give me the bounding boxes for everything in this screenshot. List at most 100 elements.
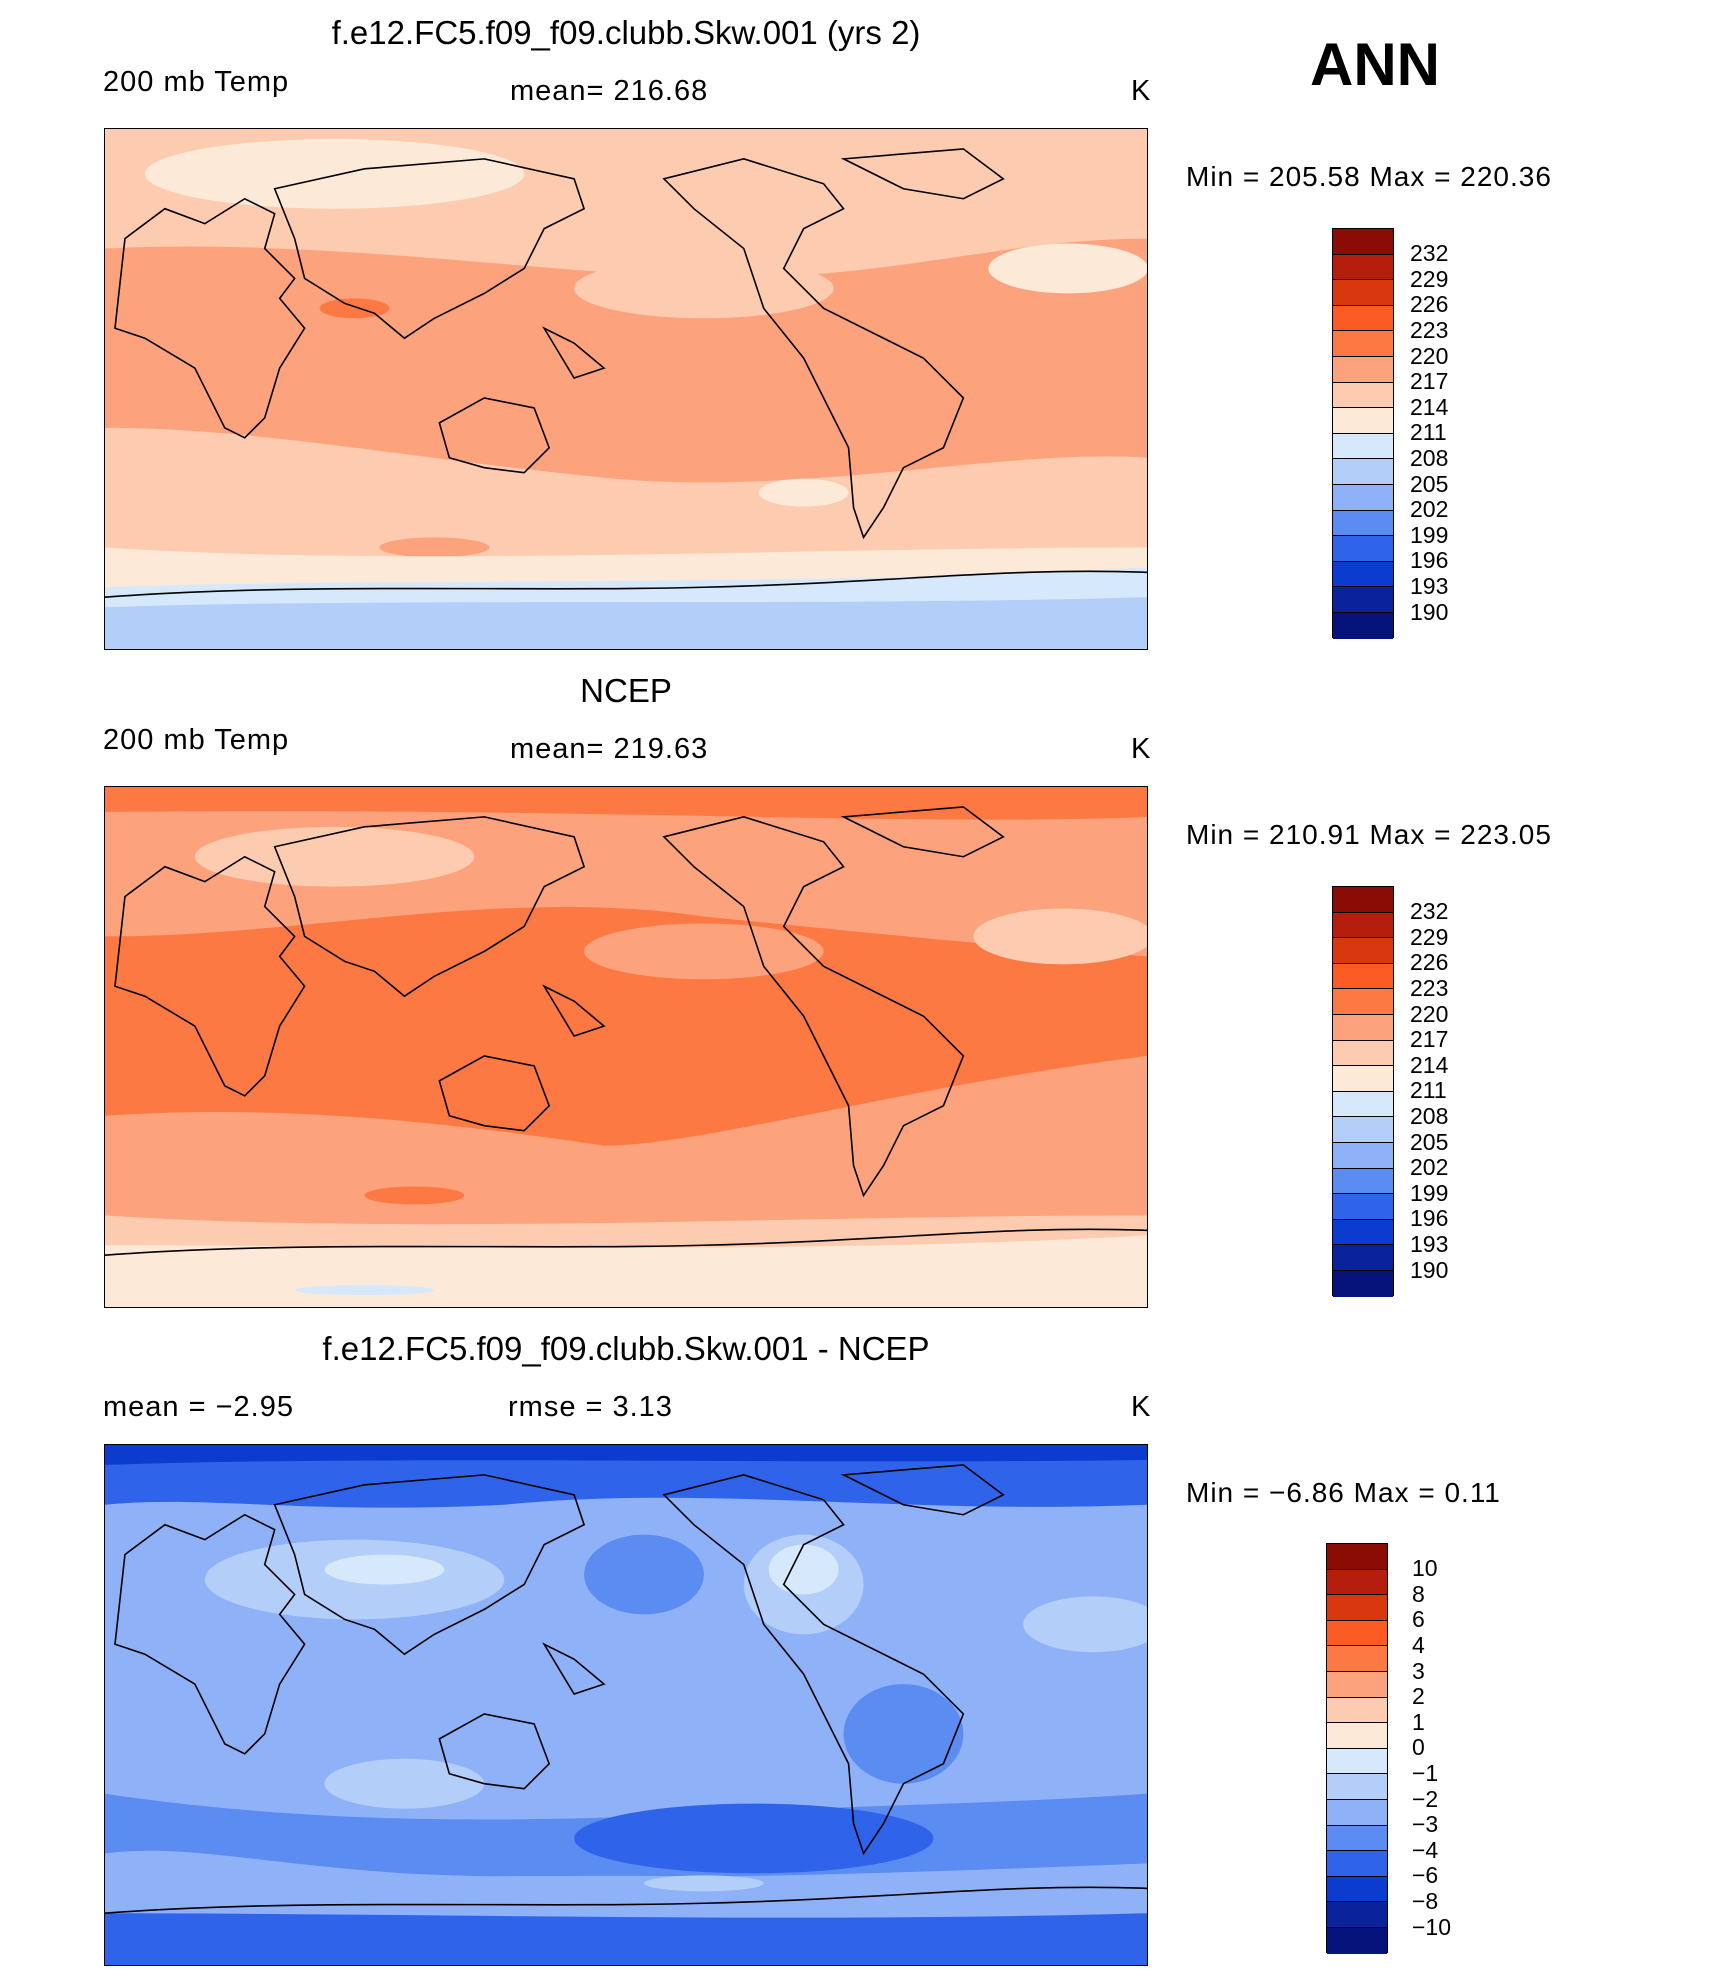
colorbar-swatch [1333, 912, 1393, 939]
colorbar-label: 193 [1410, 572, 1449, 599]
colorbar-swatch [1333, 938, 1393, 964]
colorbar-swatch [1333, 382, 1393, 409]
colorbar-swatch [1327, 1851, 1387, 1877]
colorbar-swatch [1327, 1902, 1387, 1928]
colorbar-swatch [1333, 989, 1393, 1015]
colorbar-swatch [1333, 1194, 1393, 1220]
colorbar-label: 8 [1412, 1580, 1425, 1607]
map-model [104, 128, 1148, 650]
colorbar-label: 226 [1410, 291, 1449, 318]
colorbar-swatch [1333, 1245, 1393, 1271]
colorbar-swatch [1333, 587, 1393, 613]
colorbar-label: 223 [1410, 316, 1449, 343]
colorbar-swatch [1327, 1620, 1387, 1647]
colorbar-label: 202 [1410, 1154, 1449, 1181]
colorbar-label: 190 [1410, 598, 1449, 625]
center-label: mean= 216.68 [510, 75, 709, 107]
colorbar-label: 2 [1412, 1683, 1425, 1710]
colorbar-label: 199 [1410, 1179, 1449, 1206]
colorbar-label: 3 [1412, 1657, 1425, 1684]
colorbar-label: 199 [1410, 521, 1449, 548]
left-label: 200 mb Temp [103, 66, 290, 98]
colorbar-label: −2 [1412, 1785, 1439, 1812]
contour-map [105, 129, 1147, 649]
colorbar-label: 217 [1410, 1026, 1449, 1053]
panel-title: NCEP [580, 672, 672, 709]
colorbar-swatch [1333, 1015, 1393, 1041]
colorbar-swatch [1333, 1271, 1393, 1297]
colorbar-swatches [1332, 886, 1394, 1297]
colorbar-label: 190 [1410, 1256, 1449, 1283]
colorbar-swatch [1333, 254, 1393, 281]
colorbar-label: 229 [1410, 265, 1449, 292]
colorbar-label: 196 [1410, 547, 1449, 574]
colorbar-swatch [1333, 433, 1393, 460]
colorbar-swatch [1333, 1143, 1393, 1169]
colorbar-label: 232 [1410, 240, 1449, 267]
colorbar-swatch [1327, 1800, 1387, 1826]
colorbar-swatch [1333, 1219, 1393, 1246]
colorbar-label: 10 [1412, 1555, 1438, 1582]
colorbar-label: 211 [1410, 419, 1447, 446]
contour-map [105, 787, 1147, 1307]
center-label: rmse = 3.13 [508, 1391, 673, 1423]
colorbar-swatch [1327, 1544, 1387, 1570]
colorbar-label: 202 [1410, 496, 1449, 523]
colorbar-label: −1 [1412, 1759, 1439, 1786]
units-label: K [1131, 75, 1152, 107]
colorbar-label: 205 [1410, 470, 1449, 497]
colorbar-swatch [1333, 887, 1393, 913]
colorbar-swatch [1333, 1091, 1393, 1118]
colorbar-label: 232 [1410, 898, 1449, 925]
colorbar-swatch [1333, 408, 1393, 434]
colorbar-label: 229 [1410, 923, 1449, 950]
colorbar-label: 226 [1410, 949, 1449, 976]
colorbar-swatch [1333, 613, 1393, 639]
minmax-label: Min = 205.58 Max = 220.36 [1186, 161, 1552, 192]
colorbar-label: 214 [1410, 393, 1449, 420]
colorbar-swatch [1327, 1569, 1387, 1596]
colorbar-swatch [1333, 280, 1393, 306]
colorbar-label: 205 [1410, 1128, 1449, 1155]
colorbar-swatch [1333, 1040, 1393, 1067]
colorbar-swatch [1333, 510, 1393, 537]
colorbar-label: 220 [1410, 1000, 1449, 1027]
colorbar-label: 4 [1412, 1631, 1425, 1658]
panel-title: f.e12.FC5.f09_f09.clubb.Skw.001 (yrs 2) [331, 14, 921, 51]
colorbar-label: −3 [1412, 1811, 1439, 1838]
colorbar-label: 223 [1410, 974, 1449, 1001]
colorbar-label: 211 [1410, 1077, 1447, 1104]
contour-map [105, 1445, 1147, 1965]
colorbar-label: 1 [1412, 1708, 1425, 1735]
panel-title: f.e12.FC5.f09_f09.clubb.Skw.001 - NCEP [322, 1330, 930, 1367]
colorbar-swatch [1333, 1168, 1393, 1195]
colorbar-swatch [1333, 229, 1393, 255]
colorbar-swatch [1333, 485, 1393, 511]
colorbar-swatch [1327, 1646, 1387, 1672]
colorbar-label: 196 [1410, 1205, 1449, 1232]
colorbar-swatch [1333, 1066, 1393, 1092]
colorbar-label: 208 [1410, 444, 1449, 471]
colorbar-swatch [1333, 459, 1393, 485]
colorbar-swatch [1333, 331, 1393, 357]
colorbar-swatch [1327, 1928, 1387, 1954]
colorbar-label: −10 [1412, 1913, 1452, 1940]
map-diff [104, 1444, 1148, 1966]
minmax-label: Min = −6.86 Max = 0.11 [1186, 1477, 1501, 1508]
colorbar-swatches [1326, 1543, 1388, 1954]
minmax-label: Min = 210.91 Max = 223.05 [1186, 819, 1552, 850]
colorbar-swatch [1327, 1697, 1387, 1724]
colorbar-swatch [1333, 305, 1393, 332]
colorbar-label: −6 [1412, 1862, 1439, 1889]
colorbar-swatch [1327, 1825, 1387, 1852]
colorbar-swatches [1332, 228, 1394, 639]
colorbar-label: −4 [1412, 1836, 1439, 1863]
colorbar-swatch [1333, 536, 1393, 562]
colorbar-swatch [1327, 1748, 1387, 1775]
colorbar-label: 6 [1412, 1606, 1425, 1633]
colorbar-label: 217 [1410, 368, 1449, 395]
colorbar-swatch [1327, 1774, 1387, 1800]
colorbar-label: 208 [1410, 1102, 1449, 1129]
map-obs [104, 786, 1148, 1308]
colorbar-swatch [1327, 1723, 1387, 1749]
